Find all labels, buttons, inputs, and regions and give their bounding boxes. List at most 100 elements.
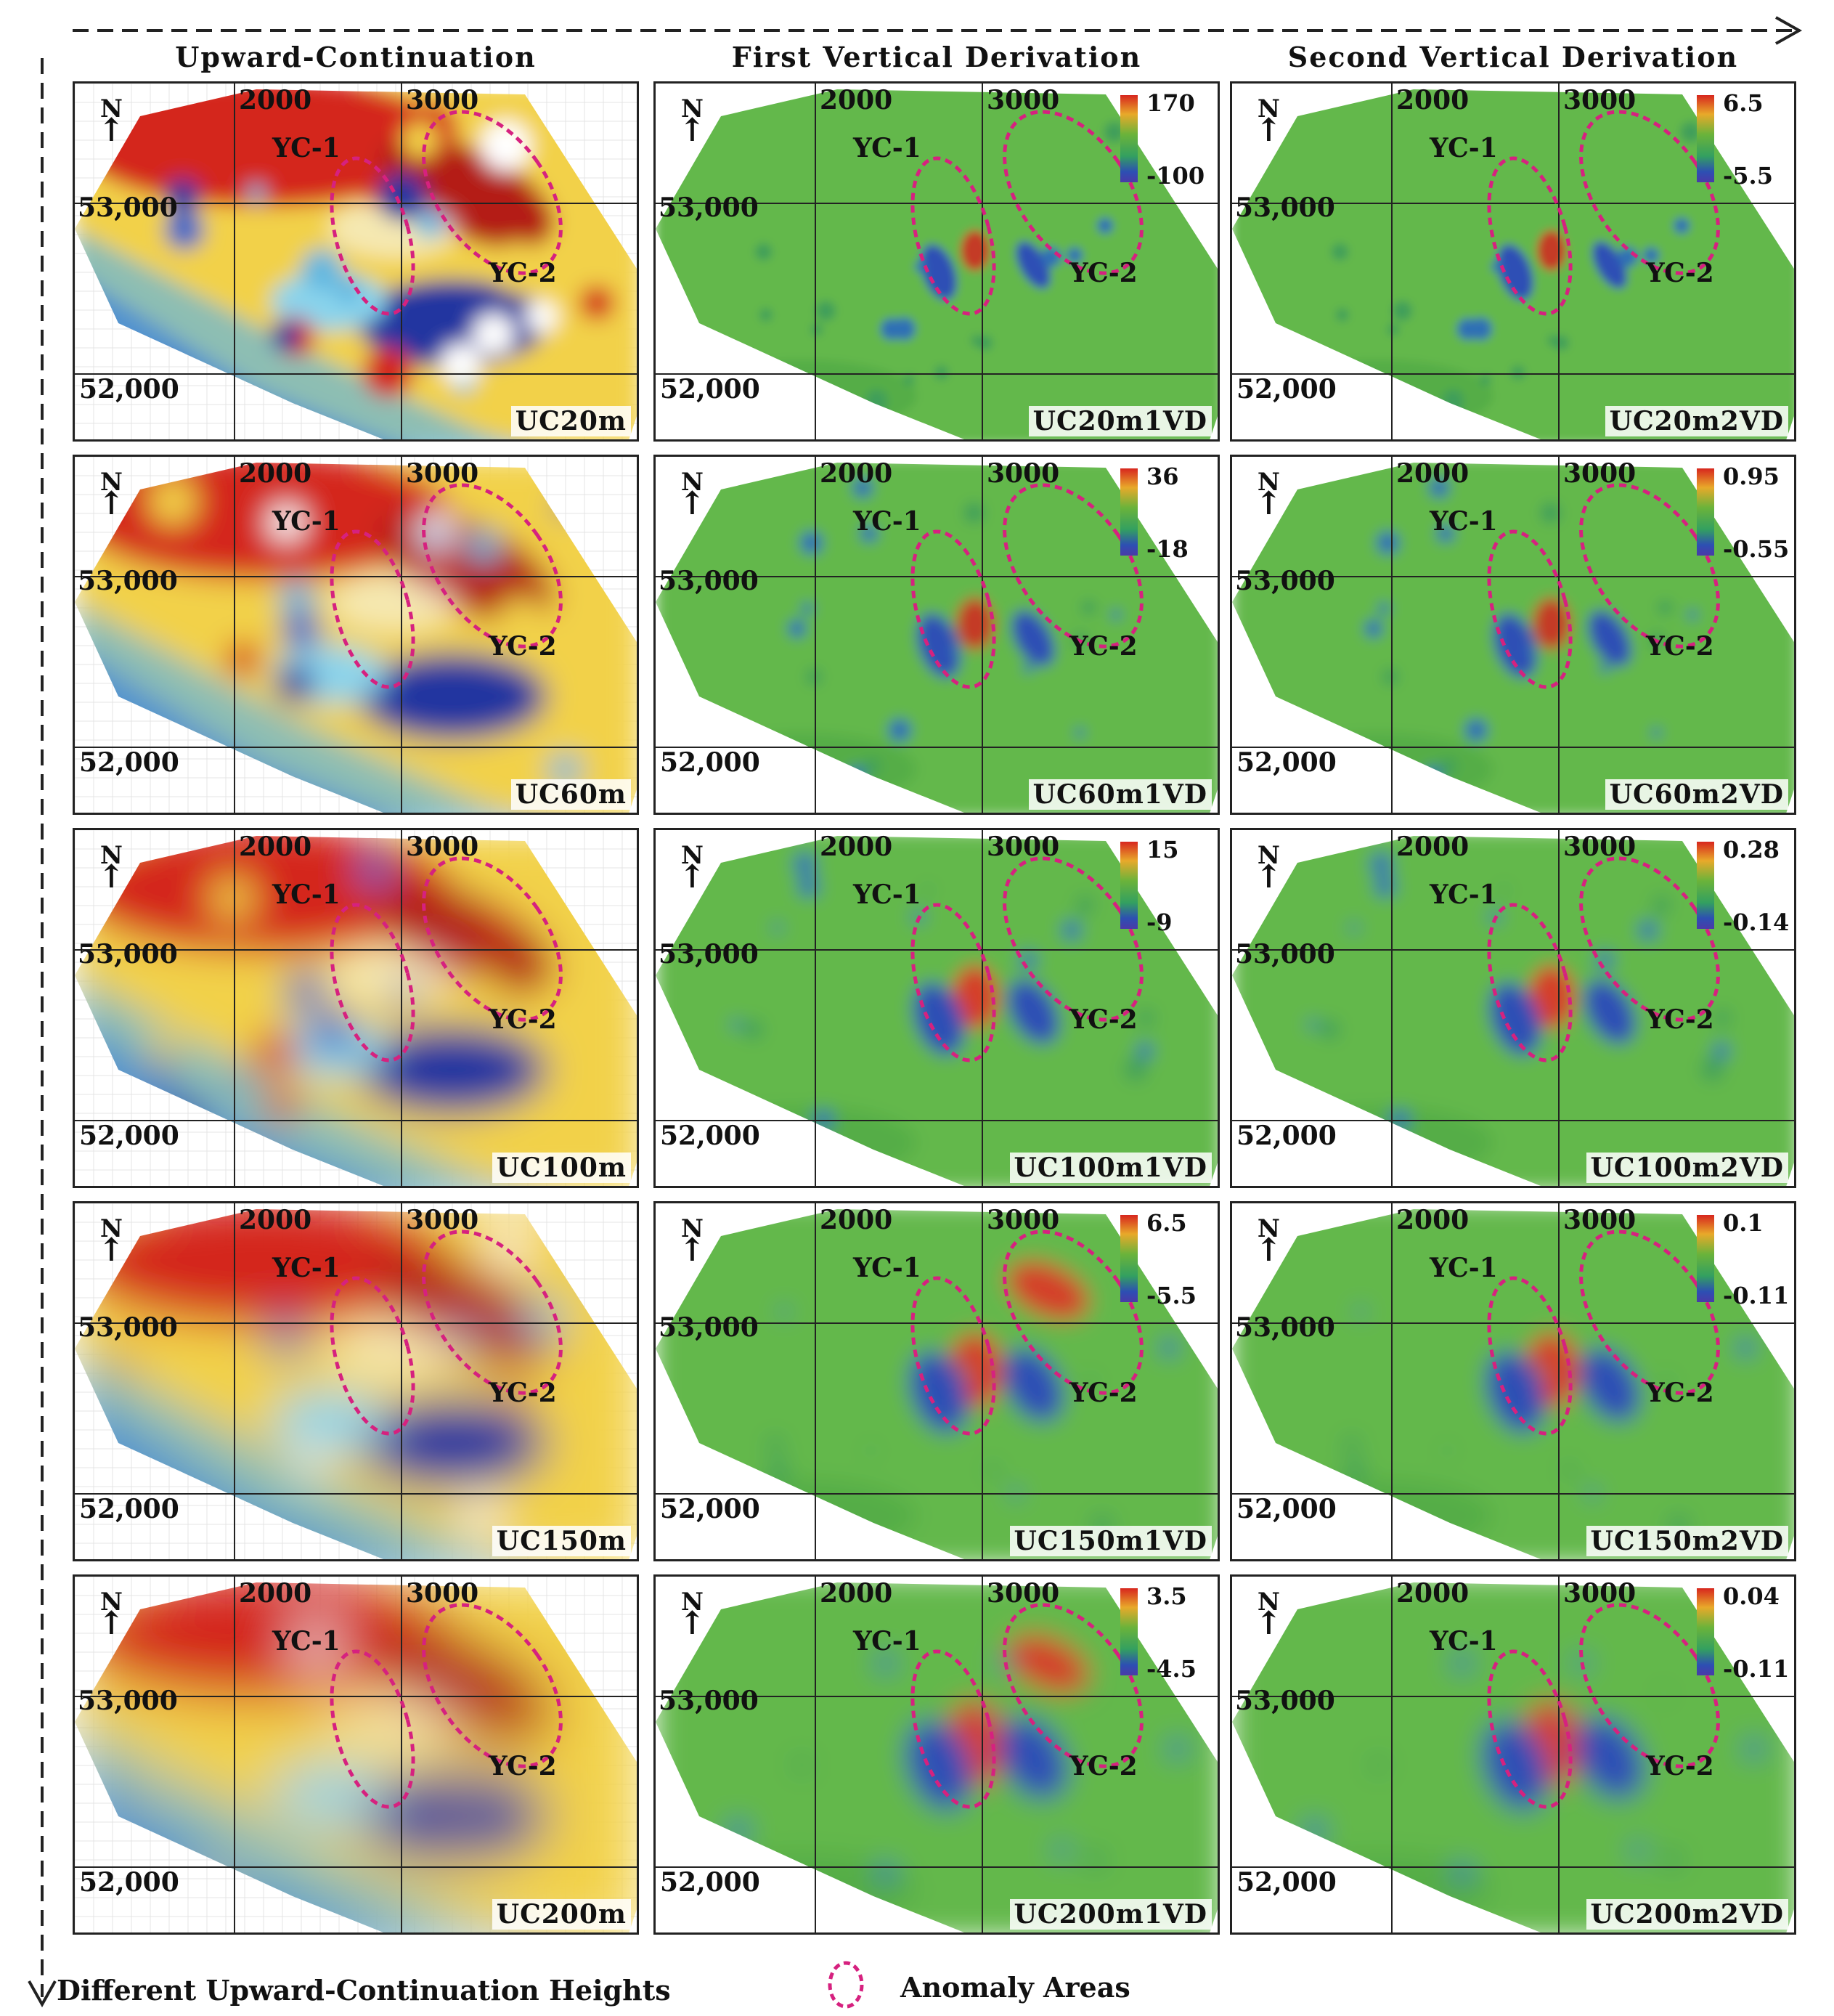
anomaly-label-yc1: YC-1	[1430, 506, 1498, 537]
axis-label-x2: 3000	[987, 832, 1060, 862]
north-arrow-icon: ↑	[1255, 112, 1282, 149]
axis-label-x1: 2000	[1396, 1205, 1470, 1235]
axis-label-x1: 2000	[239, 458, 312, 489]
axis-label-y1: 53,000	[659, 1686, 759, 1716]
anomaly-label-yc2: YC-2	[489, 1751, 557, 1781]
north-label: N	[680, 468, 704, 497]
map-panel-fvd: 2000 3000 53,000 52,000 YC-1 YC-2 N ↑ UC200m1VD 3…	[653, 1574, 1220, 1935]
anomaly-label-yc1: YC-1	[272, 1253, 341, 1283]
axis-label-x1: 2000	[1396, 1578, 1470, 1609]
anomaly-map	[75, 84, 637, 439]
axis-label-y2: 52,000	[1236, 1121, 1337, 1151]
north-label: N	[99, 1588, 123, 1617]
north-arrow: N ↑	[1255, 1590, 1282, 1640]
map-panel-uc: 2000 3000 53,000 52,000 YC-1 YC-2 N ↑ UC200m	[73, 1574, 639, 1935]
north-arrow: N ↑	[98, 1216, 125, 1269]
color-scale-bar	[1120, 468, 1138, 556]
north-arrow: N ↑	[1255, 470, 1282, 520]
anomaly-outline-yc2	[1579, 1603, 1720, 1768]
north-label: N	[99, 841, 123, 870]
north-arrow-icon: ↑	[679, 858, 706, 895]
axis-label-x1: 2000	[820, 1578, 893, 1609]
color-scale-max: 36	[1146, 463, 1179, 490]
anomaly-outline-yc2	[1003, 1603, 1144, 1768]
panel-label: UC60m	[510, 779, 631, 810]
map-panel-svd: 2000 3000 53,000 52,000 YC-1 YC-2 N ↑ UC20m2VD 6.…	[1230, 81, 1796, 442]
color-scale-bar	[1697, 1588, 1714, 1675]
axis-label-x2: 3000	[406, 832, 479, 862]
anomaly-outline-yc2	[422, 856, 563, 1022]
axis-label-y1: 53,000	[1235, 1312, 1335, 1343]
axis-label-y2: 52,000	[79, 747, 179, 778]
anomaly-outline-yc1	[1487, 1649, 1573, 1809]
axis-label-y1: 53,000	[1235, 1686, 1335, 1716]
panel-label: UC100m	[492, 1153, 631, 1183]
color-scale-max: 0.28	[1723, 836, 1780, 863]
north-label: N	[680, 1214, 704, 1243]
anomaly-map	[1232, 84, 1794, 439]
anomaly-outline-yc2	[422, 1229, 563, 1395]
color-scale-min: -0.11	[1723, 1282, 1790, 1309]
axis-label-y2: 52,000	[660, 1494, 760, 1524]
anomaly-label-yc2: YC-2	[1069, 1004, 1138, 1035]
north-label: N	[680, 94, 704, 123]
axis-label-y1: 53,000	[78, 566, 178, 596]
anomaly-outline-yc1	[1487, 903, 1573, 1062]
color-scale-bar	[1120, 1215, 1138, 1302]
anomaly-label-yc2: YC-2	[1646, 1004, 1714, 1035]
panel-label: UC150m	[492, 1526, 631, 1556]
north-arrow-icon: ↑	[98, 112, 125, 149]
panel-label: UC60m1VD	[1028, 779, 1212, 810]
north-label: N	[1257, 841, 1280, 870]
axis-label-y2: 52,000	[1236, 374, 1337, 405]
anomaly-label-yc1: YC-1	[1430, 133, 1498, 163]
anomaly-outline-yc2	[422, 483, 563, 649]
anomaly-outline-yc2	[422, 110, 563, 275]
map-panel-svd: 2000 3000 53,000 52,000 YC-1 YC-2 N ↑ UC60m2VD 0.…	[1230, 455, 1796, 815]
panel-label: UC20m	[510, 406, 631, 436]
axis-label-x2: 3000	[1563, 85, 1637, 115]
axis-label-y1: 53,000	[1235, 566, 1335, 596]
axis-label-y2: 52,000	[79, 1494, 179, 1524]
anomaly-label-yc1: YC-1	[853, 1626, 921, 1657]
anomaly-label-yc2: YC-2	[1646, 258, 1714, 288]
axis-label-x2: 3000	[1563, 832, 1637, 862]
map-panel-uc: 2000 3000 53,000 52,000 YC-1 YC-2 N ↑ UC20m	[73, 81, 639, 442]
axis-label-y2: 52,000	[660, 747, 760, 778]
axis-label-y1: 53,000	[659, 939, 759, 970]
axis-label-x1: 2000	[1396, 85, 1470, 115]
axis-label-y1: 53,000	[78, 939, 178, 970]
axis-label-x2: 3000	[406, 1205, 479, 1235]
anomaly-label-yc1: YC-1	[853, 133, 921, 163]
heights-label: Different Upward-Continuation Heights	[57, 1974, 671, 2007]
anomaly-legend-icon	[828, 1961, 864, 2009]
axis-label-y2: 52,000	[1236, 747, 1337, 778]
color-scale-bar	[1120, 95, 1138, 182]
axis-label-x2: 3000	[987, 458, 1060, 489]
panel-label: UC20m1VD	[1028, 406, 1212, 436]
axis-label-x1: 2000	[239, 1205, 312, 1235]
axis-label-x1: 2000	[820, 832, 893, 862]
north-label: N	[99, 94, 123, 123]
color-scale-max: 6.5	[1723, 89, 1764, 117]
north-arrow: N ↑	[98, 470, 125, 520]
axis-label-y2: 52,000	[660, 1867, 760, 1898]
anomaly-outline-yc1	[910, 529, 996, 689]
map-panel-fvd: 2000 3000 53,000 52,000 YC-1 YC-2 N ↑ UC100m1VD 1…	[653, 828, 1220, 1188]
anomaly-label-yc1: YC-1	[1430, 1626, 1498, 1657]
north-arrow: N ↑	[1255, 1216, 1282, 1267]
north-label: N	[1257, 94, 1280, 123]
north-arrow-icon: ↑	[98, 1232, 125, 1269]
panel-label: UC100m2VD	[1586, 1153, 1788, 1183]
axis-label-x1: 2000	[820, 458, 893, 489]
north-arrow-icon: ↑	[98, 1605, 125, 1642]
axis-label-y2: 52,000	[660, 374, 760, 405]
axis-label-x2: 3000	[406, 458, 479, 489]
map-panel-fvd: 2000 3000 53,000 52,000 YC-1 YC-2 N ↑ UC20m1VD 17…	[653, 81, 1220, 442]
map-panel-uc: 2000 3000 53,000 52,000 YC-1 YC-2 N ↑ UC150m	[73, 1201, 639, 1561]
color-scale-max: 170	[1146, 89, 1195, 117]
anomaly-label-yc1: YC-1	[853, 879, 921, 910]
color-scale-max: 0.95	[1723, 463, 1780, 490]
anomaly-outline-yc2	[1003, 1229, 1144, 1395]
axis-label-y1: 53,000	[659, 192, 759, 223]
